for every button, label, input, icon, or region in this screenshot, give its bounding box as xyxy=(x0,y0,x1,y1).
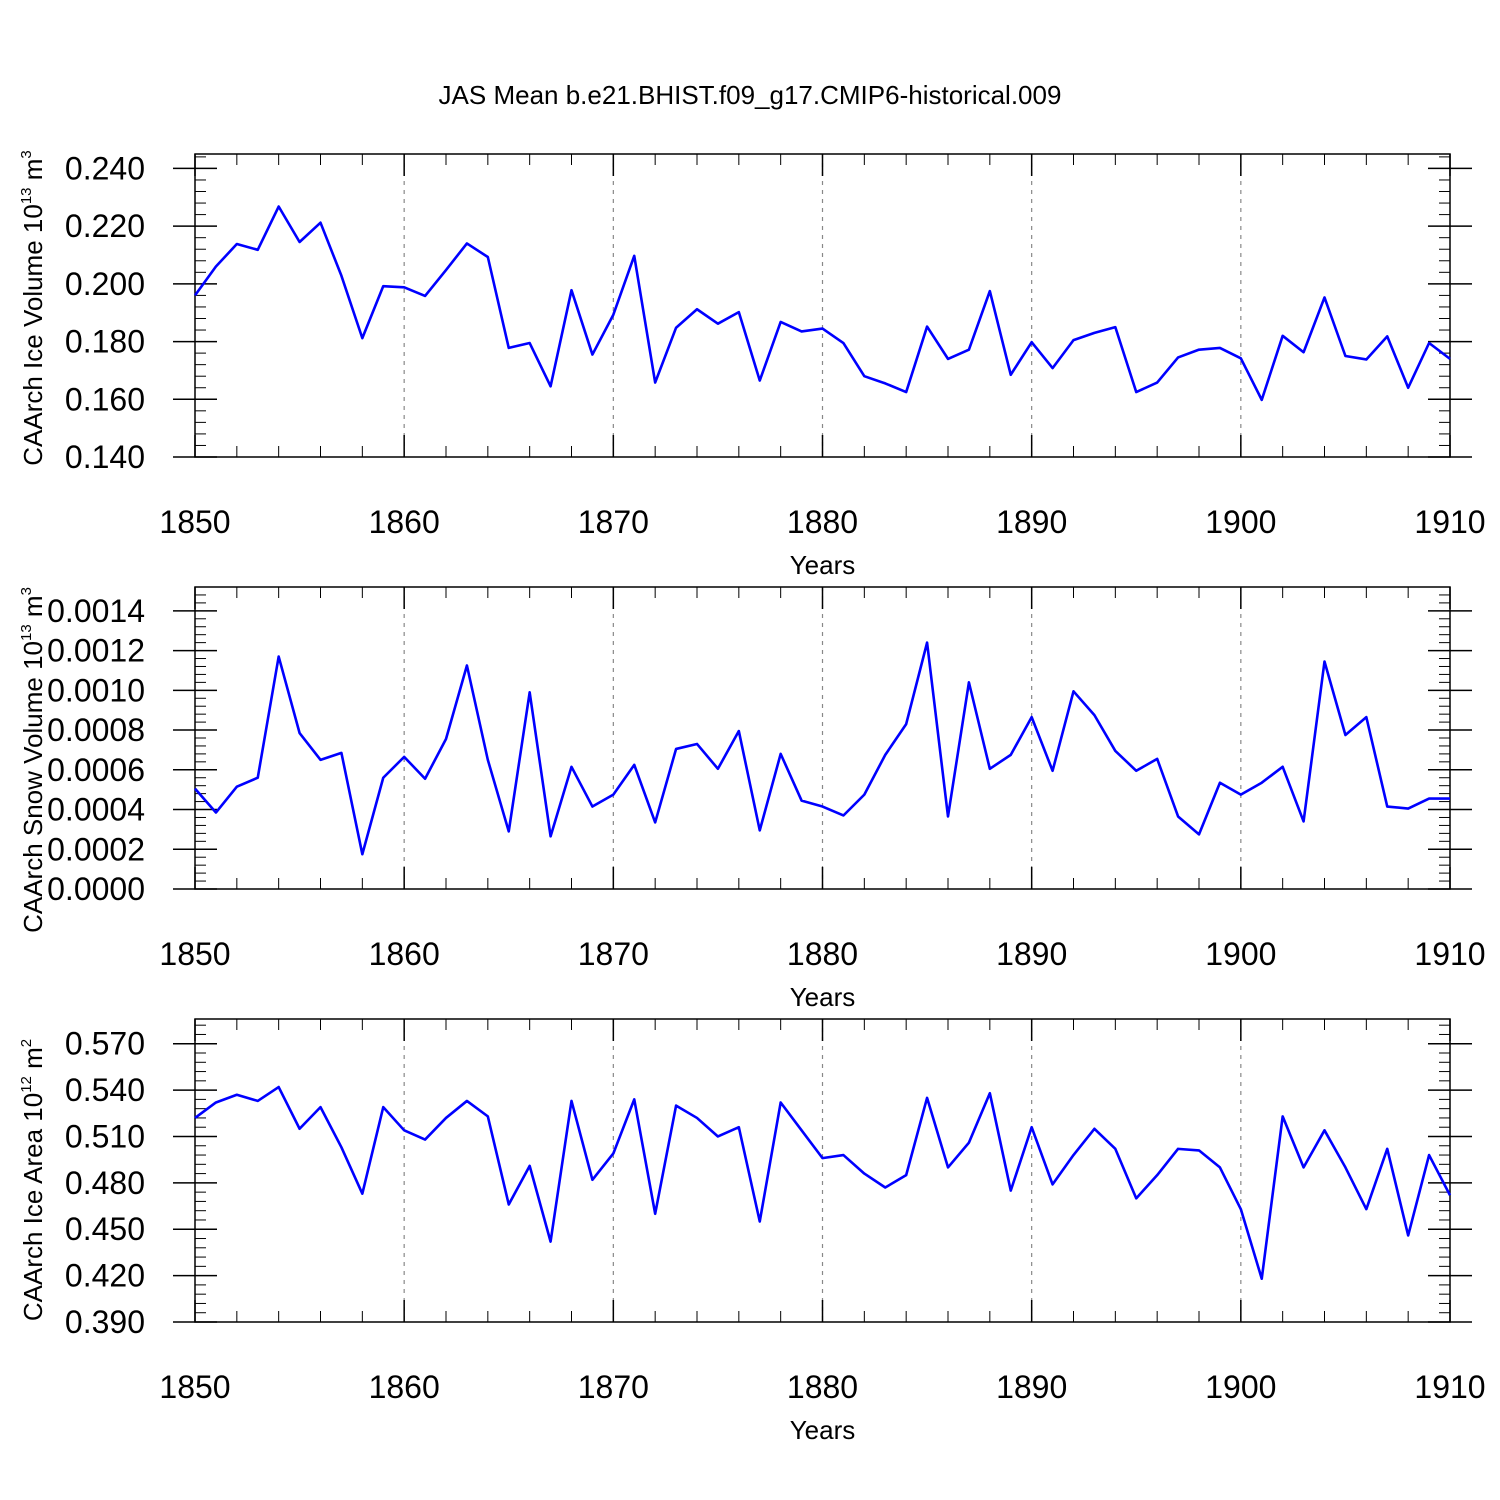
y-tick-label: 0.480 xyxy=(65,1165,145,1201)
x-axis-label: Years xyxy=(790,982,856,1012)
x-tick-label: 1900 xyxy=(1205,504,1276,540)
y-tick-label: 0.220 xyxy=(65,208,145,244)
y-tick-label: 0.0004 xyxy=(47,792,145,828)
y-axis-label: CAArch Snow Volume 1013 m3 xyxy=(18,587,48,933)
x-tick-label: 1900 xyxy=(1205,936,1276,972)
y-tick-label: 0.140 xyxy=(65,439,145,475)
y-tick-label: 0.240 xyxy=(65,150,145,186)
x-tick-label: 1880 xyxy=(787,936,858,972)
x-tick-label: 1890 xyxy=(996,936,1067,972)
y-tick-label: 0.0012 xyxy=(47,633,145,669)
x-tick-label: 1910 xyxy=(1414,936,1485,972)
x-tick-label: 1850 xyxy=(159,504,230,540)
x-axis-label: Years xyxy=(790,1415,856,1445)
y-axis-label: CAArch Ice Area 1012 m2 xyxy=(18,1039,48,1321)
y-tick-label: 0.510 xyxy=(65,1118,145,1154)
x-tick-label: 1850 xyxy=(159,1369,230,1405)
x-tick-label: 1870 xyxy=(578,1369,649,1405)
y-tick-label: 0.570 xyxy=(65,1026,145,1062)
y-tick-label: 0.180 xyxy=(65,324,145,360)
y-tick-label: 0.450 xyxy=(65,1211,145,1247)
chart-panel-1: 1850 1860 1870 1880 1890 1900 1910 0.140 0.160 0.… xyxy=(18,150,1486,580)
y-tick-label: 0.0006 xyxy=(47,752,145,788)
y-tick-label: 0.540 xyxy=(65,1072,145,1108)
y-tick-label: 0.0000 xyxy=(47,871,145,907)
x-tick-label: 1910 xyxy=(1414,1369,1485,1405)
x-tick-label: 1850 xyxy=(159,936,230,972)
x-tick-label: 1870 xyxy=(578,504,649,540)
y-tick-label: 0.0014 xyxy=(47,593,145,629)
y-tick-label: 0.200 xyxy=(65,266,145,302)
chart-panel-3: 1850 1860 1870 1880 1890 1900 1910 0.390 0.420 0.… xyxy=(18,1018,1486,1445)
x-tick-label: 1890 xyxy=(996,504,1067,540)
x-tick-label: 1870 xyxy=(578,936,649,972)
x-tick-label: 1910 xyxy=(1414,504,1485,540)
y-axis-label: CAArch Ice Volume 1013 m3 xyxy=(18,150,48,466)
x-tick-label: 1890 xyxy=(996,1369,1067,1405)
y-tick-label: 0.0002 xyxy=(47,831,145,867)
x-axis-label: Years xyxy=(790,550,856,580)
y-tick-label: 0.0008 xyxy=(47,712,145,748)
x-tick-label: 1880 xyxy=(787,504,858,540)
series-line xyxy=(194,1085,1452,1281)
x-tick-label: 1880 xyxy=(787,1369,858,1405)
series-line xyxy=(193,205,1451,402)
y-tick-label: 0.160 xyxy=(65,381,145,417)
y-tick-label: 0.390 xyxy=(65,1304,145,1340)
figure-title: JAS Mean b.e21.BHIST.f09_g17.CMIP6-histo… xyxy=(439,80,1062,110)
x-tick-label: 1860 xyxy=(369,1369,440,1405)
x-tick-label: 1900 xyxy=(1205,1369,1276,1405)
series-line xyxy=(194,641,1450,856)
x-tick-label: 1860 xyxy=(369,936,440,972)
y-tick-label: 0.420 xyxy=(65,1258,145,1294)
x-tick-label: 1860 xyxy=(369,504,440,540)
chart-panel-2: 1850 1860 1870 1880 1890 1900 1910 0.0000 0.0002… xyxy=(18,586,1486,1012)
y-tick-label: 0.0010 xyxy=(47,672,145,708)
